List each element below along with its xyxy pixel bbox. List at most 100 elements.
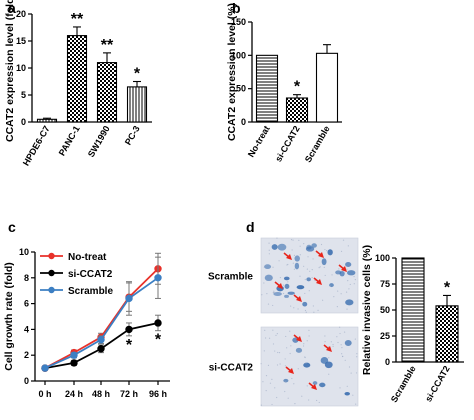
membrane-pore	[355, 372, 358, 374]
membrane-pore	[287, 397, 289, 399]
y-tick-label: 150	[231, 17, 246, 27]
membrane-pore	[318, 267, 320, 269]
membrane-pore	[271, 403, 273, 406]
red-arrowhead	[318, 252, 324, 258]
x-tick-label: 24 h	[65, 389, 83, 399]
y-tick-label: 15	[16, 36, 26, 46]
invasive-cell	[294, 262, 300, 270]
invasive-cell	[264, 264, 272, 270]
y-tick-label: 100	[375, 253, 390, 263]
membrane-pore	[268, 249, 270, 251]
membrane-pore	[303, 243, 305, 245]
membrane-pore	[331, 274, 333, 276]
membrane-pore	[293, 383, 295, 385]
red-arrowhead	[288, 368, 294, 374]
invasive-cell	[344, 339, 352, 347]
membrane-pore	[322, 299, 324, 301]
membrane-pore	[339, 326, 341, 328]
y-tick-label: 10	[16, 63, 26, 73]
series-point	[97, 345, 105, 353]
membrane-pore	[271, 378, 273, 380]
invasive-cell	[344, 392, 350, 396]
red-arrowhead	[316, 279, 322, 285]
membrane-pore	[278, 352, 281, 354]
membrane-pore	[261, 294, 263, 296]
legend-label: No-treat	[68, 252, 107, 263]
membrane-pore	[289, 330, 291, 332]
bar	[435, 305, 459, 363]
membrane-pore	[275, 334, 277, 336]
membrane-pore	[260, 404, 262, 406]
x-category-label: Scramble	[303, 124, 332, 164]
membrane-pore	[272, 266, 274, 268]
membrane-pore	[278, 260, 280, 262]
membrane-pore	[302, 345, 305, 347]
invasive-cell	[320, 357, 329, 364]
membrane-pore	[338, 268, 340, 270]
x-tick-label: 96 h	[149, 389, 167, 399]
bar	[96, 62, 118, 123]
membrane-pore	[308, 290, 310, 292]
invasive-cell	[345, 299, 354, 306]
membrane-pore	[324, 248, 326, 251]
membrane-pore	[264, 329, 266, 331]
membrane-pore	[263, 266, 266, 268]
y-axis-label: CCAT2 expression level (fold)	[4, 0, 16, 142]
series-line-0	[44, 268, 159, 369]
red-arrowhead	[296, 296, 302, 302]
membrane-pore	[306, 385, 308, 387]
series-point	[154, 274, 162, 282]
membrane-pore	[268, 253, 270, 255]
membrane-pore	[284, 390, 286, 393]
bar	[66, 35, 88, 123]
bar	[126, 86, 148, 123]
y-tick-label: 6	[24, 299, 29, 309]
membrane-pore	[339, 332, 341, 335]
membrane-pore	[308, 329, 310, 331]
membrane-pore	[282, 292, 285, 295]
membrane-pore	[303, 265, 305, 267]
series-point	[41, 364, 49, 372]
y-tick-label: 75	[380, 279, 390, 289]
membrane-pore	[274, 350, 276, 352]
membrane-pore	[324, 335, 326, 337]
membrane-pore	[317, 309, 319, 311]
membrane-pore	[308, 335, 310, 337]
membrane-pore	[276, 396, 278, 399]
membrane-pore	[340, 250, 343, 252]
membrane-pore	[336, 306, 338, 308]
legend-marker	[48, 252, 55, 260]
y-tick-label: 20	[16, 9, 26, 19]
membrane-pore	[291, 377, 293, 380]
bar	[401, 257, 425, 363]
bar	[285, 97, 309, 123]
y-tick-label: 50	[236, 84, 246, 94]
membrane-pore	[267, 364, 270, 366]
membrane-pore	[337, 341, 339, 344]
x-category-label: No-treat	[246, 124, 272, 159]
membrane-pore	[319, 266, 321, 268]
membrane-pore	[347, 245, 349, 247]
micrograph-row-label: si-CCAT2	[209, 363, 254, 374]
significance-marker: **	[101, 37, 114, 54]
membrane-pore	[343, 331, 346, 333]
membrane-pore	[346, 268, 348, 270]
membrane-pore	[324, 274, 326, 277]
membrane-pore	[284, 365, 287, 367]
membrane-pore	[312, 305, 314, 307]
membrane-pore	[304, 292, 306, 295]
membrane-pore	[328, 373, 330, 375]
significance-marker: *	[134, 66, 141, 83]
membrane-pore	[294, 403, 296, 405]
membrane-pore	[330, 341, 332, 343]
membrane-pore	[276, 237, 278, 239]
membrane-pore	[284, 381, 286, 383]
membrane-pore	[263, 350, 265, 352]
membrane-pore	[290, 305, 292, 307]
invasive-cell	[306, 277, 311, 282]
membrane-pore	[340, 344, 342, 346]
membrane-pore	[346, 308, 348, 310]
legend-label: si-CCAT2	[68, 269, 113, 280]
membrane-pore	[342, 239, 345, 241]
